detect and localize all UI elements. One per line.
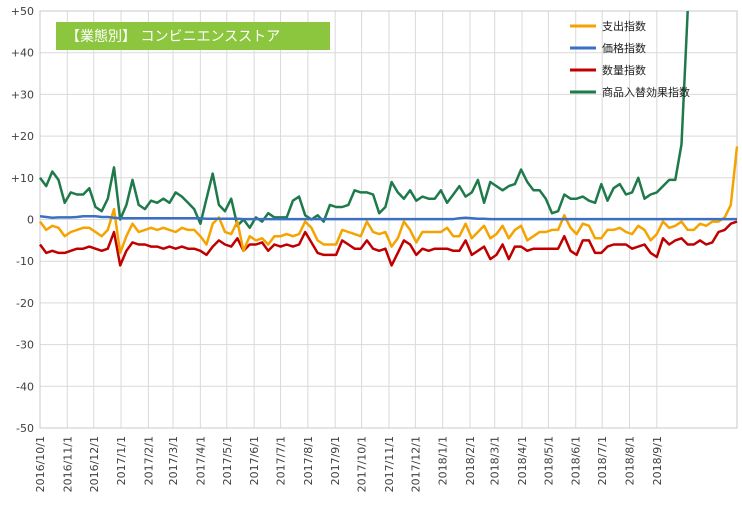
legend-label: 商品入替効果指数 [602, 85, 690, 99]
x-tick-label: 2016/11/1 [61, 436, 74, 492]
legend-label: 価格指数 [602, 41, 646, 55]
series-line-0 [38, 146, 739, 255]
x-tick-label: 2017/1/1 [115, 436, 128, 485]
legend-label: 数量指数 [602, 63, 646, 77]
y-tick-label: -40 [16, 380, 34, 393]
x-tick-label: 2016/10/1 [34, 436, 47, 492]
x-tick-label: 2017/7/1 [275, 436, 288, 485]
x-tick-label: 2017/6/1 [248, 436, 261, 485]
legend-label: 支出指数 [602, 19, 646, 33]
x-tick-label: 2017/3/1 [167, 436, 180, 485]
x-tick-label: 2018/6/1 [570, 436, 583, 485]
x-tick-label: 2017/12/1 [409, 436, 422, 492]
x-tick-label: 2017/10/1 [356, 436, 369, 492]
x-tick-label: 2018/7/1 [596, 436, 609, 485]
y-tick-label: +40 [11, 47, 34, 60]
chart-title-box: 【業態別】 コンビニエンスストア [56, 22, 330, 50]
x-tick-label: 2018/8/1 [623, 436, 636, 485]
x-tick-label: 2017/8/1 [302, 436, 315, 485]
x-tick-label: 2018/9/1 [651, 436, 664, 485]
x-tick-label: 2017/5/1 [221, 436, 234, 485]
y-tick-label: -10 [16, 255, 34, 268]
y-tick-label: 0 [27, 214, 34, 227]
y-tick-label: +20 [11, 130, 34, 143]
x-tick-label: 2017/9/1 [329, 436, 342, 485]
y-tick-label: -30 [16, 339, 34, 352]
x-tick-label: 2018/1/1 [437, 436, 450, 485]
axis-layer: +50 +40 +30 +20 +10 0 -10 -20 -30 -40 -502016/10/1… [11, 5, 664, 492]
y-tick-label: -20 [16, 297, 34, 310]
chart-title: 【業態別】 コンビニエンスストア [66, 29, 280, 45]
chart-title-background [56, 22, 330, 50]
x-tick-label: 2017/2/1 [142, 436, 155, 485]
x-tick-label: 2018/4/1 [516, 436, 529, 485]
x-tick-label: 2017/4/1 [194, 436, 207, 485]
x-tick-label: 2017/11/1 [383, 436, 396, 492]
series-line-1 [39, 214, 737, 221]
x-tick-label: 2018/2/1 [464, 436, 477, 485]
y-tick-label: +50 [11, 5, 34, 18]
series-layer [38, 10, 739, 267]
y-tick-label: +10 [11, 172, 34, 185]
y-tick-label: +30 [11, 88, 34, 101]
y-tick-label: -50 [16, 422, 34, 435]
series-line-2 [38, 220, 738, 267]
x-tick-label: 2016/12/1 [88, 436, 101, 492]
x-tick-label: 2018/5/1 [542, 436, 555, 485]
series-line-3 [38, 10, 689, 230]
x-tick-label: 2018/3/1 [489, 436, 502, 485]
